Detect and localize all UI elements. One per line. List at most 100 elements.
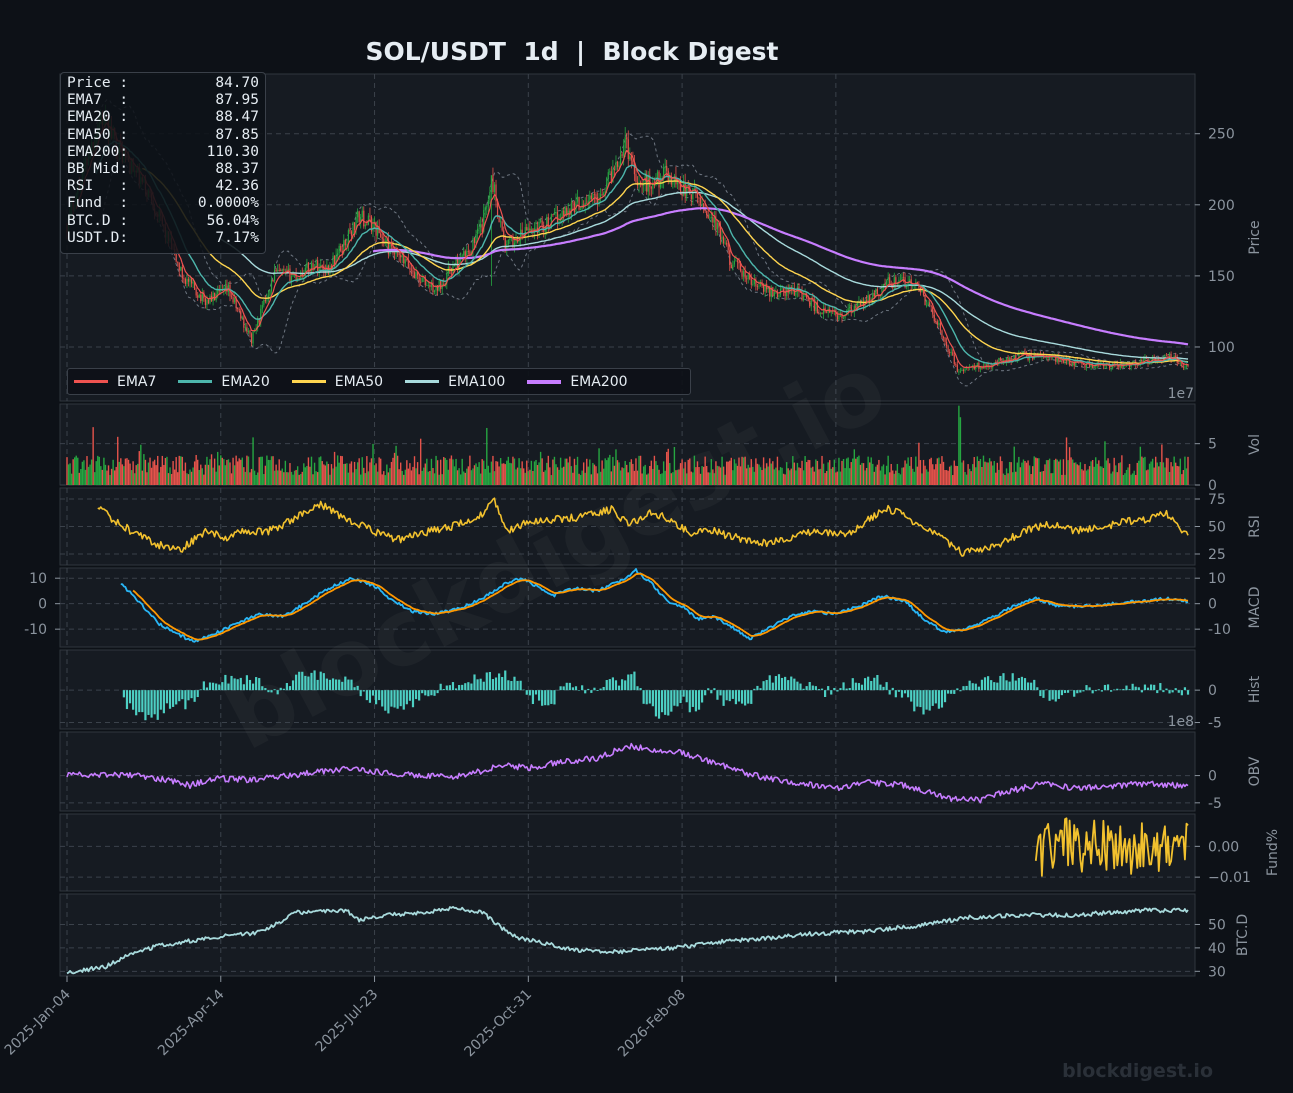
hist-bar <box>187 690 190 701</box>
volume-bar <box>576 456 579 485</box>
candle-body <box>709 217 711 219</box>
volume-bar <box>100 466 102 485</box>
volume-bar <box>443 457 445 485</box>
volume-bar <box>84 469 87 485</box>
candle-body <box>340 245 342 251</box>
candle-body <box>338 245 340 254</box>
hist-bar <box>1039 690 1042 697</box>
volume-bar <box>204 464 207 485</box>
volume-bar <box>868 462 871 485</box>
hist-bar <box>451 682 455 691</box>
volume-bar <box>1165 457 1168 485</box>
macd-tick-label-left: 0 <box>38 597 47 613</box>
candle-body <box>936 321 938 325</box>
candle-body <box>789 286 791 293</box>
volume-bar <box>595 466 597 485</box>
volume-bar <box>89 464 91 485</box>
candle-body <box>403 255 405 264</box>
hist-bar <box>980 679 984 691</box>
candle-body <box>979 366 982 369</box>
volume-bar <box>699 473 702 485</box>
hist-bar <box>584 690 587 694</box>
hist-bar <box>679 690 682 704</box>
volume-bar <box>950 465 952 485</box>
candle-body <box>1165 355 1168 357</box>
candle-body <box>706 211 708 216</box>
info-value: 84.70 <box>215 75 259 91</box>
candle-body <box>232 297 234 303</box>
volume-bar <box>698 467 700 485</box>
volume-bar <box>1102 468 1105 485</box>
volume-bar <box>761 470 763 485</box>
candle-body <box>621 154 623 156</box>
volume-bar <box>364 473 367 485</box>
candle-body <box>1061 359 1063 361</box>
hist-bar <box>362 690 365 692</box>
volume-bar <box>212 467 214 485</box>
candle-body <box>1005 357 1008 363</box>
hist-bar <box>335 679 338 691</box>
hist-bar <box>700 690 704 703</box>
volume-bar <box>690 471 693 485</box>
volume-bar <box>433 473 436 485</box>
volume-bar <box>416 462 419 485</box>
hist-bar <box>1042 690 1045 698</box>
hist-bar <box>1128 689 1131 691</box>
obv-line <box>66 742 1189 804</box>
volume-bar <box>615 449 617 485</box>
hist-bar <box>408 690 412 701</box>
volume-bar <box>172 461 174 485</box>
info-label: RSI : <box>67 178 129 195</box>
hist-bar <box>848 688 851 691</box>
volume-bar <box>779 467 782 485</box>
volume-bar <box>476 466 479 485</box>
volume-bar <box>341 456 343 485</box>
candle-body <box>750 279 752 285</box>
volume-bar <box>333 451 336 485</box>
funding-tick-label: −0.01 <box>1208 870 1251 886</box>
candle-body <box>1184 366 1186 368</box>
hist-bar <box>1005 680 1008 691</box>
volume-bar <box>461 458 463 485</box>
candle-body <box>744 271 746 279</box>
volume-bar <box>483 460 485 485</box>
candle-body <box>898 279 900 284</box>
hist-bar <box>1110 690 1113 692</box>
volume-bar <box>473 465 476 485</box>
volume-bar <box>636 470 639 485</box>
volume-bar <box>227 459 230 485</box>
volume-bar <box>735 463 737 485</box>
candle-body <box>207 299 210 304</box>
volume-bar <box>195 454 197 485</box>
candle-body <box>742 271 745 277</box>
hist-tick-label: 0 <box>1208 683 1217 699</box>
candle-body <box>587 200 589 204</box>
volume-bar <box>1073 462 1075 485</box>
volume-bar <box>855 458 857 485</box>
candle-body <box>604 190 606 194</box>
hist-bar <box>393 690 396 708</box>
volume-bar <box>922 459 925 485</box>
hist-bar <box>734 690 738 705</box>
candle-body <box>859 301 862 306</box>
candle-body <box>866 299 868 301</box>
hist-bar <box>808 682 811 691</box>
volume-bar <box>546 462 548 485</box>
volume-bar <box>767 466 769 485</box>
volume-bar <box>709 472 711 485</box>
volume-bar <box>876 464 879 485</box>
volume-bar <box>581 470 583 485</box>
candle-body <box>683 182 685 195</box>
candle-body <box>778 294 780 298</box>
volume-bar <box>1179 458 1182 485</box>
volume-bar <box>1075 462 1077 485</box>
candle-body <box>469 251 471 256</box>
candle-body <box>616 161 619 167</box>
candle-body <box>1142 360 1145 363</box>
volume-bar <box>641 473 643 485</box>
candle-body <box>378 226 380 234</box>
volume-bar <box>1136 462 1138 485</box>
volume-bar <box>375 463 377 485</box>
volume-bar <box>606 460 608 485</box>
hist-bar <box>1014 680 1017 691</box>
